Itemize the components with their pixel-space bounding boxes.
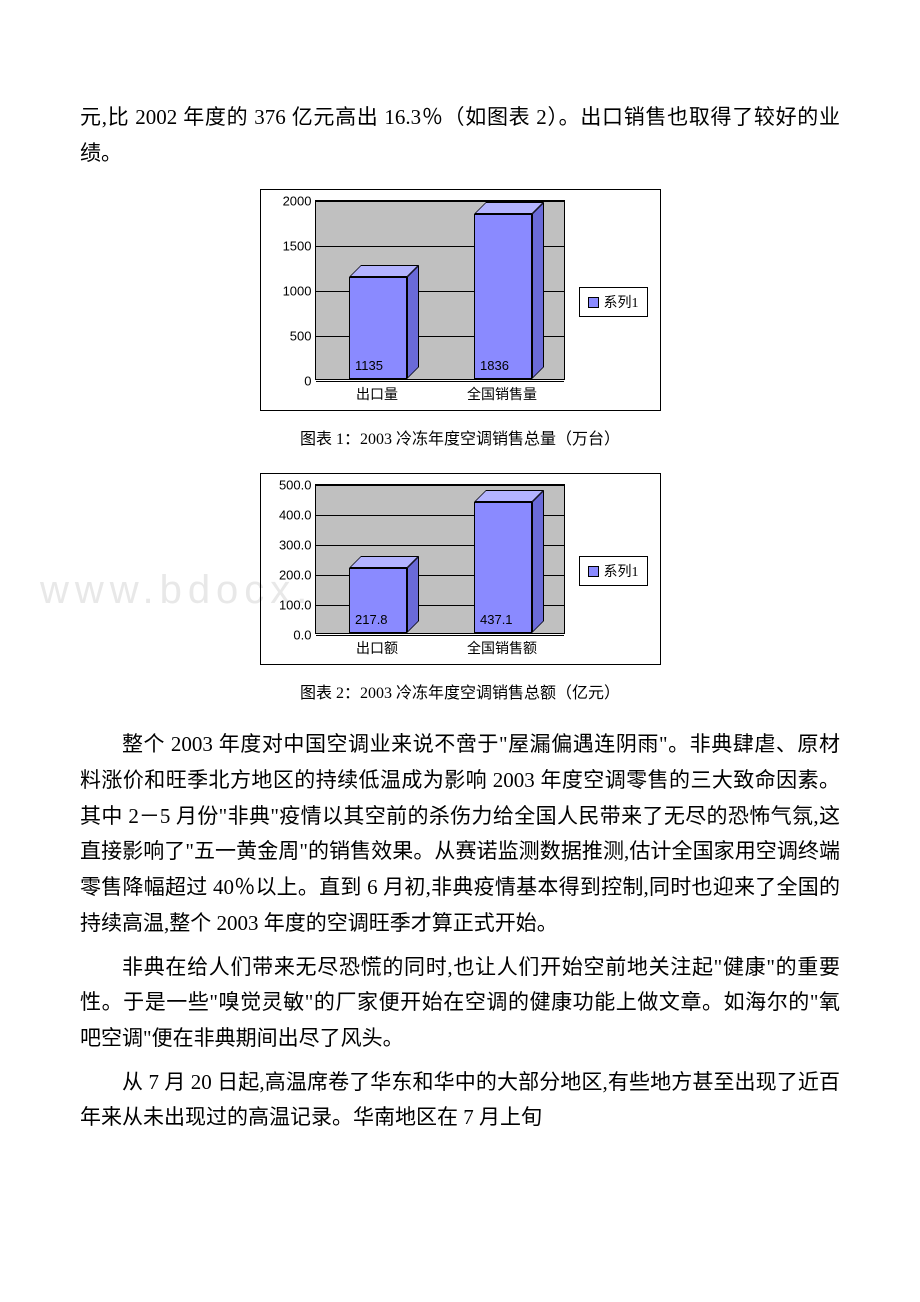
chart-1: 0 500 1000 1500 2000 1135 1836 出口量全国销售量 系列1 [80,189,840,411]
bar: 437.1 [474,502,532,633]
ytick-label: 500 [290,329,316,344]
ytick-label: 2000 [283,194,316,209]
bar-value-label: 217.8 [355,612,388,627]
chart-1-frame: 0 500 1000 1500 2000 1135 1836 出口量全国销售量 系列1 [260,189,661,411]
chart-2-frame: 0.0 100.0 200.0 300.0 400.0 500.0 217.8 437.1 出… [260,473,661,665]
chart-1-plot-wrap: 050010001500200011351836 出口量全国销售量 [269,200,565,404]
ytick-label: 1000 [283,284,316,299]
legend-label: 系列1 [604,292,639,312]
chart-1-caption: 图表 1：2003 冷冻年度空调销售总量（万台） [80,425,840,449]
paragraph-2: 非典在给人们带来无尽恐慌的同时,也让人们开始空前地关注起"健康"的重要性。于是一… [80,950,840,1057]
xtick-label: 出口量 [315,380,440,404]
chart-2-legend: 系列1 [579,556,648,586]
ytick-label: 400.0 [279,508,316,523]
chart-2-caption: 图表 2：2003 冷冻年度空调销售总额（亿元） [80,679,840,703]
legend-swatch-icon [588,297,599,308]
chart-1-legend: 系列1 [579,287,648,317]
bar-value-label: 1135 [355,358,383,373]
xtick-label: 出口额 [315,634,440,658]
ytick-label: 300.0 [279,538,316,553]
ytick-label: 1500 [283,239,316,254]
bar: 1135 [349,277,407,379]
ytick-label: 0.0 [293,628,315,643]
bar-value-label: 1836 [480,358,509,373]
chart-1-xticks: 出口量全国销售量 [315,380,565,404]
chart-2-xticks: 出口额全国销售额 [315,634,565,658]
bar-value-label: 437.1 [480,612,513,627]
ytick-label: 100.0 [279,598,316,613]
bar: 217.8 [349,568,407,633]
legend-swatch-icon [588,566,599,577]
paragraph-intro: 元,比 2002 年度的 376 亿元高出 16.3％（如图表 2）。出口销售也… [80,100,840,171]
chart-2-plot-wrap: 0.0100.0200.0300.0400.0500.0217.8437.1 出… [269,484,565,658]
xtick-label: 全国销售量 [440,380,565,404]
paragraph-3: 从 7 月 20 日起,高温席卷了华东和华中的大部分地区,有些地方甚至出现了近百… [80,1065,840,1136]
paragraph-1: 整个 2003 年度对中国空调业来说不啻于"屋漏偏遇连阴雨"。非典肆虐、原材料涨… [80,727,840,941]
chart-2-plot: 0.0100.0200.0300.0400.0500.0217.8437.1 [315,484,565,634]
ytick-label: 0 [304,374,315,389]
xtick-label: 全国销售额 [440,634,565,658]
bar: 1836 [474,214,532,379]
legend-label: 系列1 [604,561,639,581]
ytick-label: 200.0 [279,568,316,583]
ytick-label: 500.0 [279,478,316,493]
chart-1-plot: 050010001500200011351836 [315,200,565,380]
chart-2: www.bdocx.com 0.0100.0200.0300.0400.0500… [80,473,840,665]
